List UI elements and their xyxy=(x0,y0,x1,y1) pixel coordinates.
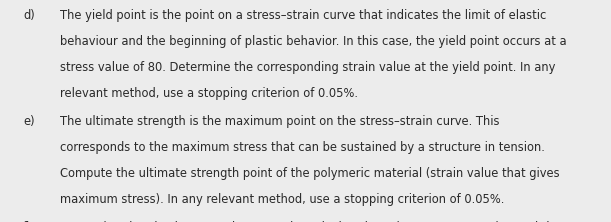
Text: The ultimate strength is the maximum point on the stress–strain curve. This: The ultimate strength is the maximum poi… xyxy=(60,115,499,128)
Text: d): d) xyxy=(23,9,35,22)
Text: stress value of 80. Determine the corresponding strain value at the yield point.: stress value of 80. Determine the corres… xyxy=(60,61,555,74)
Text: Determine the absolute error between the calculated maximum concentration and th: Determine the absolute error between the… xyxy=(60,221,561,222)
Text: behaviour and the beginning of plastic behavior. In this case, the yield point o: behaviour and the beginning of plastic b… xyxy=(60,35,566,48)
Text: maximum stress). In any relevant method, use a stopping criterion of 0.05%.: maximum stress). In any relevant method,… xyxy=(60,193,504,206)
Text: corresponds to the maximum stress that can be sustained by a structure in tensio: corresponds to the maximum stress that c… xyxy=(60,141,545,154)
Text: Compute the ultimate strength point of the polymeric material (strain value that: Compute the ultimate strength point of t… xyxy=(60,167,560,180)
Text: f): f) xyxy=(23,221,32,222)
Text: e): e) xyxy=(23,115,35,128)
Text: relevant method, use a stopping criterion of 0.05%.: relevant method, use a stopping criterio… xyxy=(60,87,358,101)
Text: The yield point is the point on a stress–strain curve that indicates the limit o: The yield point is the point on a stress… xyxy=(60,9,546,22)
